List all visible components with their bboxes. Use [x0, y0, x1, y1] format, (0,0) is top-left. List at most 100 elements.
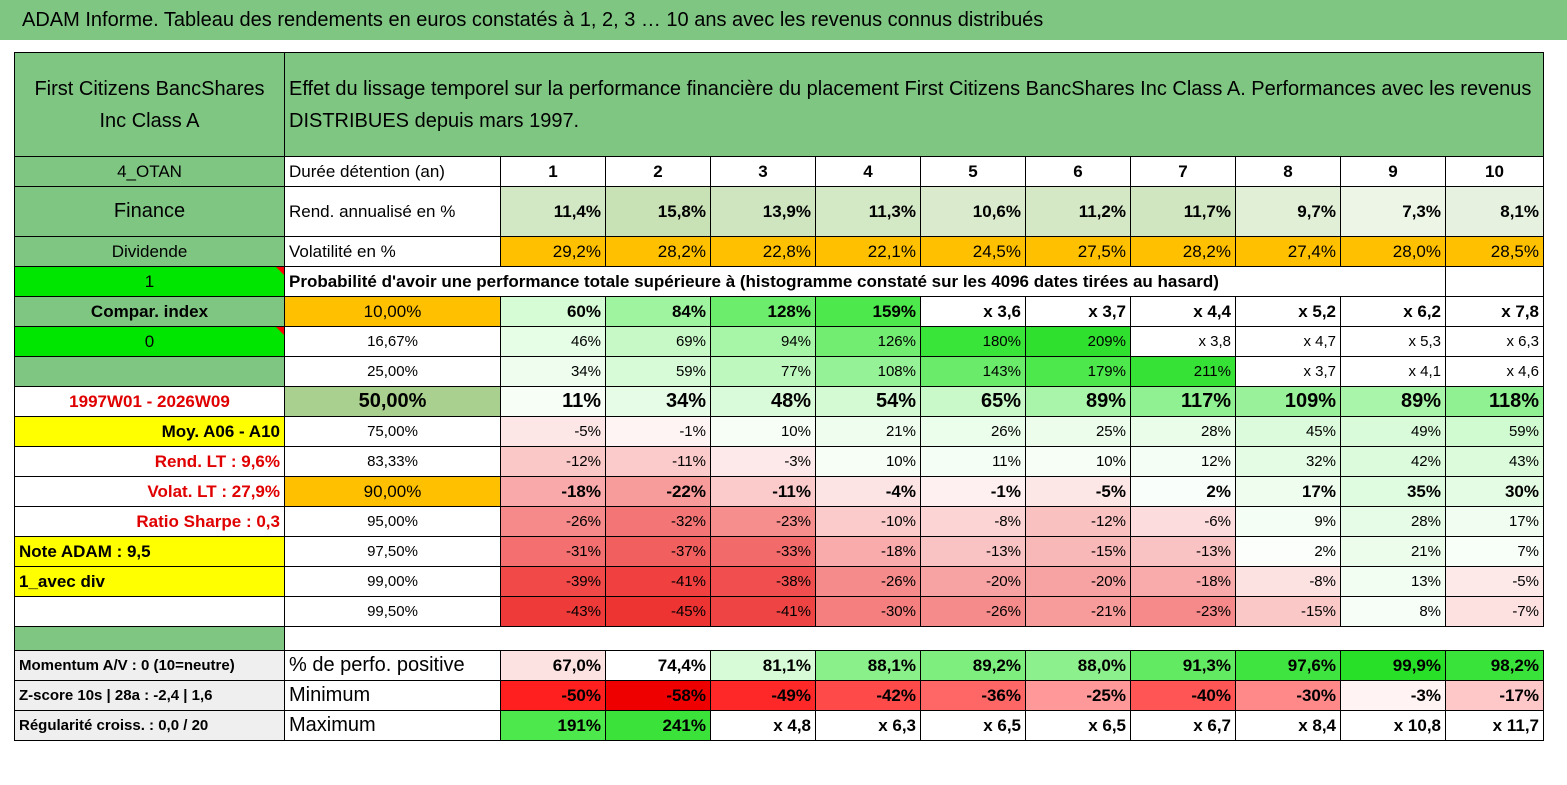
probability-threshold: 99,50%	[284, 596, 501, 627]
positive-cell: 98,2%	[1445, 650, 1544, 681]
maximum-cell: x 6,3	[815, 710, 921, 741]
summary-side-cell: Z-score 10s | 28a : -2,4 | 1,6	[14, 680, 285, 711]
code-cell: 4_OTAN	[14, 156, 285, 187]
probability-cell: -7%	[1445, 596, 1544, 627]
probability-cell: 211%	[1130, 356, 1236, 387]
probability-threshold: 75,00%	[284, 416, 501, 447]
summary-label: Minimum	[284, 680, 501, 711]
positive-cell: 99,9%	[1340, 650, 1446, 681]
maximum-cell: 191%	[500, 710, 606, 741]
report-title: ADAM Informe. Tableau des rendements en …	[0, 0, 1567, 40]
summary-side-cell: Momentum A/V : 0 (10=neutre)	[14, 650, 285, 681]
year-header: 8	[1235, 156, 1341, 187]
positive-cell: 88,0%	[1025, 650, 1131, 681]
minimum-cell: -50%	[500, 680, 606, 711]
spacer-green-cell	[14, 626, 285, 651]
proba-header-row: 1 Probabilité d'avoir une performance to…	[14, 266, 1544, 297]
positive-cell: 89,2%	[920, 650, 1026, 681]
period-cell: 1997W01 - 2026W09	[14, 386, 285, 417]
probability-cell: -4%	[815, 476, 921, 507]
year-header: 2	[605, 156, 711, 187]
rend-cell: 8,1%	[1445, 186, 1544, 237]
probability-cell: 34%	[500, 356, 606, 387]
probability-cell: -1%	[920, 476, 1026, 507]
year-header: 9	[1340, 156, 1446, 187]
probability-cell: 11%	[920, 446, 1026, 477]
year-header: 1	[500, 156, 606, 187]
probability-cell: 89%	[1025, 386, 1131, 417]
probability-cell: 54%	[815, 386, 921, 417]
probability-cell: 94%	[710, 326, 816, 357]
probability-cell: -21%	[1025, 596, 1131, 627]
probability-threshold: 16,67%	[284, 326, 501, 357]
empty-green-cell	[14, 356, 285, 387]
vol-cell: 22,1%	[815, 236, 921, 267]
probability-cell: 2%	[1130, 476, 1236, 507]
vol-cell: 28,2%	[605, 236, 711, 267]
avec-div-cell: 1_avec div	[14, 566, 285, 597]
spacer-blank-cell	[284, 626, 1544, 651]
probability-cell: -11%	[605, 446, 711, 477]
probability-cell: 2%	[1235, 536, 1341, 567]
positive-cell: 91,3%	[1130, 650, 1236, 681]
summary-label: Maximum	[284, 710, 501, 741]
probability-cell: -10%	[815, 506, 921, 537]
minimum-cell: -40%	[1130, 680, 1236, 711]
probability-cell: -30%	[815, 596, 921, 627]
probability-cell: -31%	[500, 536, 606, 567]
proba-row: 25,00% 34% 59% 77% 108% 143% 179% 211% x 3,7 x 4,…	[14, 356, 1544, 387]
probability-cell: -18%	[500, 476, 606, 507]
minimum-cell: -25%	[1025, 680, 1131, 711]
probability-cell: -13%	[920, 536, 1026, 567]
year-header: 4	[815, 156, 921, 187]
probability-cell: x 5,2	[1235, 296, 1341, 327]
rend-cell: 15,8%	[605, 186, 711, 237]
probability-cell: 32%	[1235, 446, 1341, 477]
proba-row: 0 16,67% 46% 69% 94% 126% 180% 209% x 3,8 x 4,7 x …	[14, 326, 1544, 357]
probability-cell: 17%	[1445, 506, 1544, 537]
vol-cell: 28,2%	[1130, 236, 1236, 267]
maximum-cell: 241%	[605, 710, 711, 741]
probability-cell: 77%	[710, 356, 816, 387]
rend-cell: 10,6%	[920, 186, 1026, 237]
minimum-cell: -42%	[815, 680, 921, 711]
positive-cell: 81,1%	[710, 650, 816, 681]
probability-cell: x 4,6	[1445, 356, 1544, 387]
vol-cell: 28,0%	[1340, 236, 1446, 267]
probability-threshold: 83,33%	[284, 446, 501, 477]
probability-cell: x 4,7	[1235, 326, 1341, 357]
probability-cell: -13%	[1130, 536, 1236, 567]
probability-cell: 7%	[1445, 536, 1544, 567]
probability-cell: 42%	[1340, 446, 1446, 477]
proba-row: Compar. index 10,00% 60% 84% 128% 159% x 3,6 x …	[14, 296, 1544, 327]
probability-cell: -18%	[815, 536, 921, 567]
flag-one: 1	[14, 266, 285, 297]
minimum-cell: -58%	[605, 680, 711, 711]
summary-row: Z-score 10s | 28a : -2,4 | 1,6 Minimum -50…	[14, 680, 1544, 711]
probability-cell: -1%	[605, 416, 711, 447]
probability-cell: 109%	[1235, 386, 1341, 417]
note-adam-cell: Note ADAM : 9,5	[14, 536, 285, 567]
rend-cell: 11,4%	[500, 186, 606, 237]
probability-cell: -5%	[1025, 476, 1131, 507]
flag-zero: 0	[14, 326, 285, 357]
proba-row: Rend. LT : 9,6% 83,33% -12% -11% -3% 10% 11% 10…	[14, 446, 1544, 477]
maximum-cell: x 4,8	[710, 710, 816, 741]
probability-cell: 21%	[815, 416, 921, 447]
probability-cell: x 3,8	[1130, 326, 1236, 357]
probability-cell: -12%	[500, 446, 606, 477]
probability-cell: -6%	[1130, 506, 1236, 537]
maximum-cell: x 11,7	[1445, 710, 1544, 741]
table-description: Effet du lissage temporel sur la perform…	[284, 52, 1544, 157]
probability-cell: x 3,6	[920, 296, 1026, 327]
vol-cell: 27,4%	[1235, 236, 1341, 267]
probability-threshold: 95,00%	[284, 506, 501, 537]
probability-cell: -8%	[1235, 566, 1341, 597]
maximum-cell: x 10,8	[1340, 710, 1446, 741]
proba-label: Probabilité d'avoir une performance tota…	[284, 266, 1446, 297]
probability-cell: 159%	[815, 296, 921, 327]
rend-cell: 11,7%	[1130, 186, 1236, 237]
probability-cell: -26%	[920, 596, 1026, 627]
rend-cell: 11,2%	[1025, 186, 1131, 237]
proba-row: Ratio Sharpe : 0,3 95,00% -26% -32% -23% -10%…	[14, 506, 1544, 537]
